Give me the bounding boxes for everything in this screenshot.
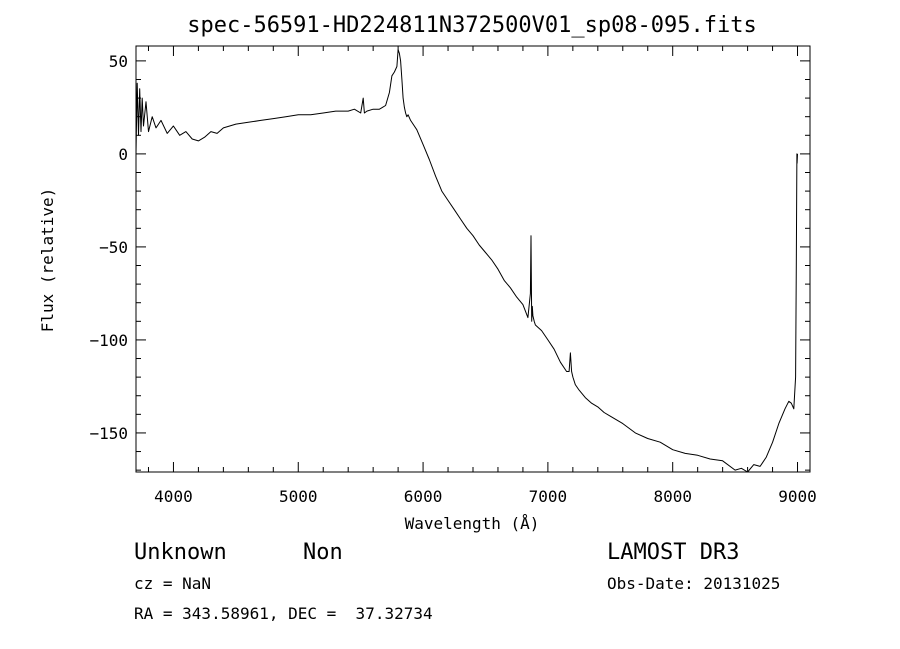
y-tick-label: 50 <box>109 52 128 71</box>
y-axis-label: Flux (relative) <box>38 188 57 333</box>
y-tick-label: −150 <box>89 424 128 443</box>
survey-name: LAMOST DR3 <box>607 540 739 565</box>
redshift-value: cz = NaN <box>134 574 211 593</box>
x-tick-label: 6000 <box>404 487 443 506</box>
object-name: Unknown <box>134 540 227 565</box>
y-tick-label: −100 <box>89 331 128 350</box>
x-tick-label: 4000 <box>154 487 193 506</box>
plot-frame <box>135 45 811 473</box>
axis-ticks: 4000 5000 6000 7000 8000 9000 50 0 −50 −100 −150 <box>89 46 817 506</box>
spectrum-line <box>135 49 798 473</box>
object-class: Non <box>303 540 343 565</box>
y-tick-label: 0 <box>118 145 128 164</box>
x-tick-label: 7000 <box>529 487 568 506</box>
x-tick-label: 5000 <box>279 487 318 506</box>
x-axis-label: Wavelength (Å) <box>405 514 540 533</box>
coordinates: RA = 343.58961, DEC = 37.32734 <box>134 604 433 623</box>
chart-title: spec-56591-HD224811N372500V01_sp08-095.f… <box>187 13 757 38</box>
observation-date: Obs-Date: 20131025 <box>607 574 780 593</box>
x-tick-label: 8000 <box>653 487 692 506</box>
y-tick-label: −50 <box>99 238 128 257</box>
x-tick-label: 9000 <box>778 487 817 506</box>
